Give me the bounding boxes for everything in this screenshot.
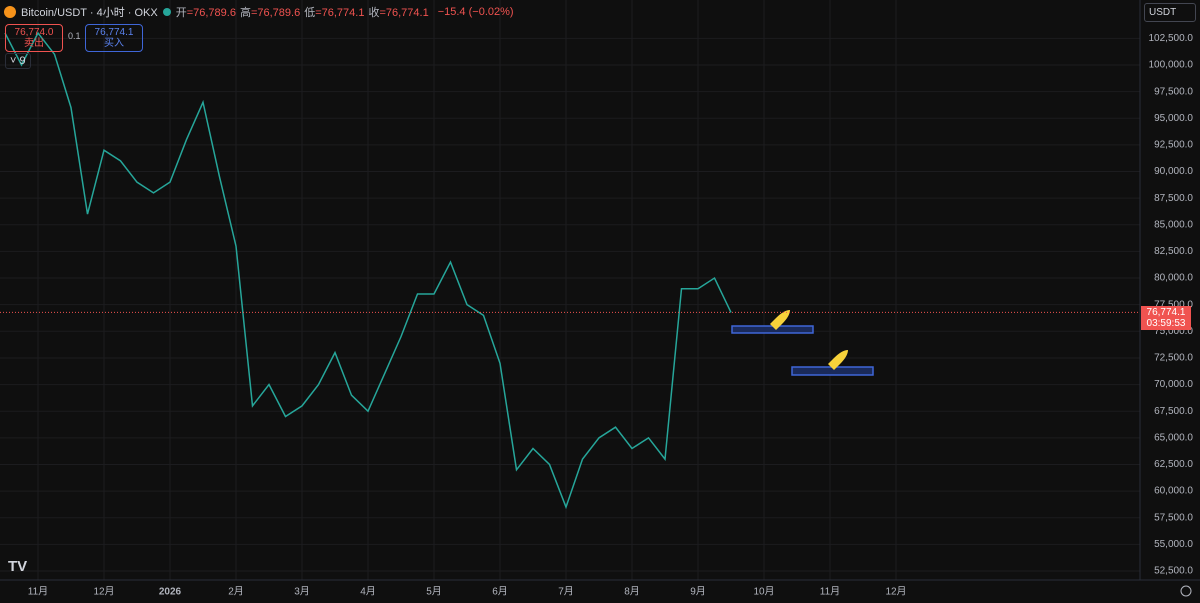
x-tick-label: 5月 <box>426 586 442 598</box>
status-dot <box>162 8 171 16</box>
y-tick-label: 60,000.0 <box>1154 486 1193 497</box>
y-tick-label: 80,000.0 <box>1154 273 1193 284</box>
indicator-toggle[interactable]: ˅ 9 <box>5 53 31 69</box>
drawing-box <box>791 350 874 376</box>
price-line <box>4 31 732 510</box>
ohlc-value: =76,789.6 <box>250 7 301 19</box>
buy-price: 76,774.1 <box>94 27 134 38</box>
x-tick-label: 10月 <box>753 586 774 598</box>
y-tick-label: 75,000.0 <box>1154 326 1193 337</box>
x-tick-label: 6月 <box>492 586 508 598</box>
coin-icon <box>4 6 16 18</box>
y-tick-label: 62,500.0 <box>1154 459 1193 470</box>
ohlc-label: 高 <box>239 7 251 19</box>
currency-select[interactable]: USDT <box>1144 3 1196 22</box>
y-tick-label: 92,500.0 <box>1154 140 1193 151</box>
y-tick-label: 90,000.0 <box>1154 166 1193 177</box>
currency: USDT <box>1149 7 1177 18</box>
x-tick-label: 12月 <box>885 586 906 598</box>
x-tick-label: 2026 <box>159 587 182 598</box>
x-tick-label: 11月 <box>28 586 48 598</box>
y-tick-label: 67,500.0 <box>1154 406 1193 417</box>
drawing-box <box>731 310 814 334</box>
x-tick-label: 2月 <box>228 586 244 598</box>
y-tick-label: 100,000.0 <box>1149 60 1194 71</box>
x-tick-label: 11月 <box>820 586 840 598</box>
y-tick-label: 82,500.0 <box>1154 246 1193 257</box>
sell-button[interactable]: 76,774.0 卖出 <box>5 24 63 52</box>
ohlc-label: 收 <box>368 7 380 19</box>
sell-price: 76,774.0 <box>14 27 54 38</box>
y-tick-label: 70,000.0 <box>1154 379 1193 390</box>
x-tick-label: 12月 <box>93 586 114 598</box>
x-tick-label: 4月 <box>360 586 376 598</box>
ohlc-label: 低 <box>304 7 316 19</box>
y-tick-label: 102,500.0 <box>1149 33 1194 44</box>
buy-label: 买入 <box>104 38 124 49</box>
settings-icon[interactable] <box>1180 585 1192 597</box>
header: Bitcoin/USDT · 4小时 · OKX 开=76,789.6 高=76,… <box>4 4 514 20</box>
x-tick-label: 8月 <box>624 586 640 598</box>
y-tick-label: 85,000.0 <box>1154 219 1193 230</box>
countdown: 03:59:53 <box>1146 318 1186 330</box>
y-tick-label: 95,000.0 <box>1154 113 1193 124</box>
y-tick-label: 87,500.0 <box>1154 193 1193 204</box>
ohlc-label: 开 <box>175 7 187 19</box>
logo: TV <box>8 558 27 575</box>
y-tick-label: 72,500.0 <box>1154 353 1193 364</box>
indicator-count: 9 <box>19 55 26 67</box>
buy-button[interactable]: 76,774.1 买入 <box>85 24 143 52</box>
sell-label: 卖出 <box>24 38 44 49</box>
ohlc-value: =76,774.1 <box>315 7 365 19</box>
y-tick-label: 55,000.0 <box>1154 539 1193 550</box>
x-tick-label: 9月 <box>690 586 706 598</box>
y-tick-label: 65,000.0 <box>1154 432 1193 443</box>
y-tick-label: 52,500.0 <box>1154 566 1193 577</box>
y-tick-label: 77,500.0 <box>1154 299 1193 310</box>
quantity: 0.1 <box>68 31 81 41</box>
ohlc-value: =76,774.1 <box>379 7 429 19</box>
price-tag-price: 76,774.1 <box>1146 307 1186 319</box>
symbol: Bitcoin/USDT · 4小时 · OKX <box>21 7 158 19</box>
ohlc: 开=76,789.6 高=76,789.6 低=76,774.1 收=76,774.1 <box>176 4 433 20</box>
ohlc-value: =76,789.6 <box>186 7 236 19</box>
x-tick-label: 7月 <box>558 586 574 598</box>
change: −15.4 (−0.02%) <box>437 6 514 18</box>
y-tick-label: 97,500.0 <box>1154 86 1193 97</box>
x-tick-label: 3月 <box>294 586 310 598</box>
price-tag: 76,774.1 03:59:53 <box>1141 306 1191 331</box>
y-tick-label: 57,500.0 <box>1154 512 1193 523</box>
